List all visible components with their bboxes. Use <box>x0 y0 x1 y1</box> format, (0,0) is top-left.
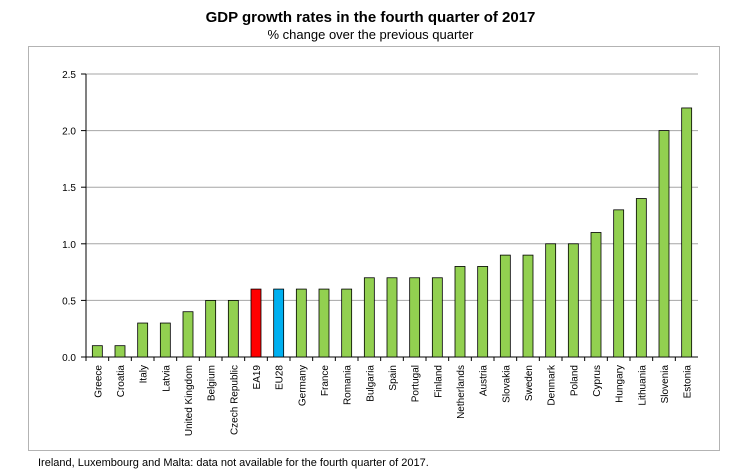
x-tick-label: Greece <box>93 365 104 398</box>
bar <box>386 277 398 358</box>
y-tick-label: 2.0 <box>62 127 76 138</box>
bar <box>499 254 511 358</box>
x-tick-label: Estonia <box>683 365 694 399</box>
x-tick-label: Netherlands <box>456 365 467 419</box>
x-tick-label: Croatia <box>116 365 127 398</box>
bar <box>114 345 126 358</box>
chart-title: GDP growth rates in the fourth quarter o… <box>205 9 536 26</box>
y-tick-label: 1.0 <box>62 240 76 251</box>
bar <box>477 266 489 358</box>
bar <box>341 288 353 358</box>
bar <box>409 277 421 358</box>
bar <box>658 130 670 358</box>
bar <box>137 322 149 358</box>
bar <box>590 232 602 358</box>
x-tick-label: Romania <box>343 365 354 405</box>
bar <box>182 311 194 358</box>
chart-frame <box>28 46 720 451</box>
x-tick-label: Belgium <box>207 365 218 401</box>
x-tick-label: Germany <box>297 365 308 406</box>
x-tick-label: Bulgaria <box>365 365 376 402</box>
x-tick-label: Finland <box>433 365 444 398</box>
x-tick-label: Slovenia <box>660 365 671 404</box>
x-tick-label: Cyprus <box>592 365 603 397</box>
bar <box>522 254 534 358</box>
y-tick-label: 1.5 <box>62 183 76 194</box>
bar <box>159 322 171 358</box>
bar <box>363 277 375 358</box>
x-tick-label: Latvia <box>161 365 172 392</box>
x-tick-label: Italy <box>139 365 150 383</box>
x-tick-label: Hungary <box>615 365 626 403</box>
x-tick-label: Portugal <box>411 365 422 402</box>
bar <box>454 266 466 358</box>
y-tick-label: 0.5 <box>62 296 76 307</box>
bar <box>205 299 217 358</box>
bar <box>250 288 262 358</box>
footnote: Ireland, Luxembourg and Malta: data not … <box>38 457 429 469</box>
x-tick-label: United Kingdom <box>184 365 195 436</box>
y-tick-label: 2.5 <box>62 70 76 81</box>
x-tick-label: Poland <box>569 365 580 396</box>
chart-subtitle: % change over the previous quarter <box>267 27 474 42</box>
x-tick-label: EU28 <box>275 365 286 390</box>
bar <box>91 345 103 358</box>
y-tick-label: 0.0 <box>62 353 76 364</box>
bar <box>273 288 285 358</box>
bar <box>318 288 330 358</box>
x-tick-label: Lithuania <box>637 365 648 406</box>
x-tick-label: Slovakia <box>501 365 512 403</box>
bar <box>545 243 557 358</box>
bar <box>295 288 307 358</box>
bar <box>635 198 647 358</box>
bar <box>227 299 239 358</box>
bar <box>681 107 693 358</box>
x-tick-label: Denmark <box>547 364 558 406</box>
x-tick-label: EA19 <box>252 365 263 390</box>
x-tick-label: Sweden <box>524 365 535 401</box>
bar <box>613 209 625 358</box>
x-tick-label: Spain <box>388 365 399 391</box>
x-tick-label: Austria <box>479 365 490 397</box>
bar <box>567 243 579 358</box>
x-tick-label: Czech Republic <box>229 365 240 435</box>
bar <box>431 277 443 358</box>
x-tick-label: France <box>320 365 331 397</box>
